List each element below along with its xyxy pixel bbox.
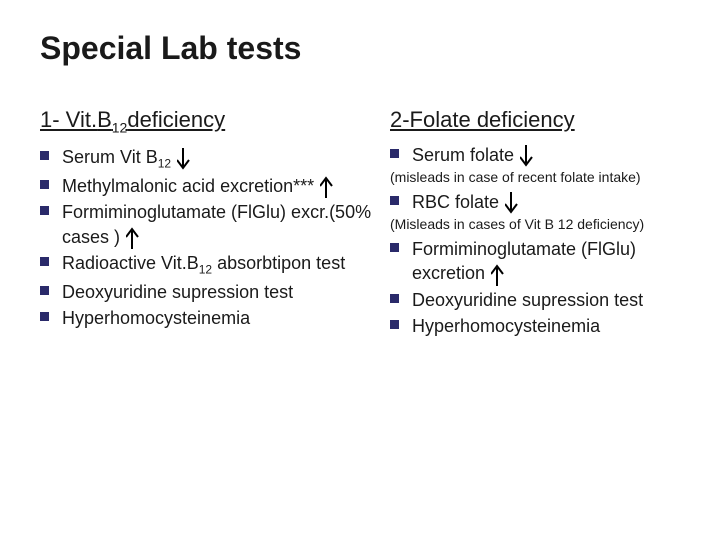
right-heading: 2-Folate deficiency xyxy=(390,107,680,133)
item-text: RBC folate xyxy=(412,192,499,212)
list-item: RBC folate xyxy=(390,190,680,214)
item-text: Hyperhomocysteinemia xyxy=(62,308,250,328)
heading-suffix: deficiency xyxy=(127,107,225,132)
item-text: Methylmalonic acid excretion*** xyxy=(62,176,314,196)
square-bullet-icon xyxy=(40,286,49,295)
subscript: 12 xyxy=(199,263,212,277)
item-text: Serum Vit B xyxy=(62,147,158,167)
columns: 1- Vit.B12deficiency Serum Vit B12Methyl… xyxy=(40,107,680,340)
note-text: (misleads in case of recent folate intak… xyxy=(390,169,680,186)
item-text: Deoxyuridine supression test xyxy=(412,290,643,310)
list-item: Hyperhomocysteinemia xyxy=(40,306,380,330)
heading-sub: 12 xyxy=(112,119,128,135)
arrow-up-icon xyxy=(126,227,140,249)
right-list: Serum folate (misleads in case of recent … xyxy=(390,143,680,338)
item-text-tail: absorbtipon test xyxy=(212,253,345,273)
square-bullet-icon xyxy=(390,294,399,303)
square-bullet-icon xyxy=(390,243,399,252)
square-bullet-icon xyxy=(40,257,49,266)
slide: Special Lab tests 1- Vit.B12deficiency S… xyxy=(0,0,720,540)
item-text: Formiminoglutamate (FlGlu) excr.(50% cas… xyxy=(62,202,371,246)
square-bullet-icon xyxy=(390,196,399,205)
arrow-down-icon xyxy=(520,145,534,167)
column-left: 1- Vit.B12deficiency Serum Vit B12Methyl… xyxy=(40,107,380,340)
left-list: Serum Vit B12Methylmalonic acid excretio… xyxy=(40,145,380,330)
square-bullet-icon xyxy=(390,320,399,329)
heading-b: B xyxy=(97,107,112,132)
list-item: Methylmalonic acid excretion*** xyxy=(40,174,380,198)
arrow-down-icon xyxy=(177,148,191,170)
item-text: Radioactive Vit.B xyxy=(62,253,199,273)
square-bullet-icon xyxy=(390,149,399,158)
list-item: Formiminoglutamate (FlGlu) excretion xyxy=(390,237,680,286)
item-text: Hyperhomocysteinemia xyxy=(412,316,600,336)
note-text: (Misleads in cases of Vit B 12 deficienc… xyxy=(390,216,680,233)
column-right: 2-Folate deficiency Serum folate (mislead… xyxy=(390,107,680,340)
item-text: Serum folate xyxy=(412,145,514,165)
arrow-up-icon xyxy=(491,264,505,286)
item-text: Deoxyuridine supression test xyxy=(62,282,293,302)
list-item: Deoxyuridine supression test xyxy=(40,280,380,304)
square-bullet-icon xyxy=(40,312,49,321)
list-item: Serum Vit B12 xyxy=(40,145,380,172)
square-bullet-icon xyxy=(40,180,49,189)
arrow-down-icon xyxy=(505,192,519,214)
list-item: Hyperhomocysteinemia xyxy=(390,314,680,338)
slide-title: Special Lab tests xyxy=(40,30,680,67)
square-bullet-icon xyxy=(40,206,49,215)
list-item: Deoxyuridine supression test xyxy=(390,288,680,312)
heading-prefix: 1- Vit. xyxy=(40,107,97,132)
arrow-up-icon xyxy=(320,176,334,198)
item-text: Formiminoglutamate (FlGlu) excretion xyxy=(412,239,636,283)
list-item: Formiminoglutamate (FlGlu) excr.(50% cas… xyxy=(40,200,380,249)
list-item: Serum folate xyxy=(390,143,680,167)
square-bullet-icon xyxy=(40,151,49,160)
subscript: 12 xyxy=(158,157,171,171)
left-heading: 1- Vit.B12deficiency xyxy=(40,107,380,135)
list-item: Radioactive Vit.B12 absorbtipon test xyxy=(40,251,380,278)
